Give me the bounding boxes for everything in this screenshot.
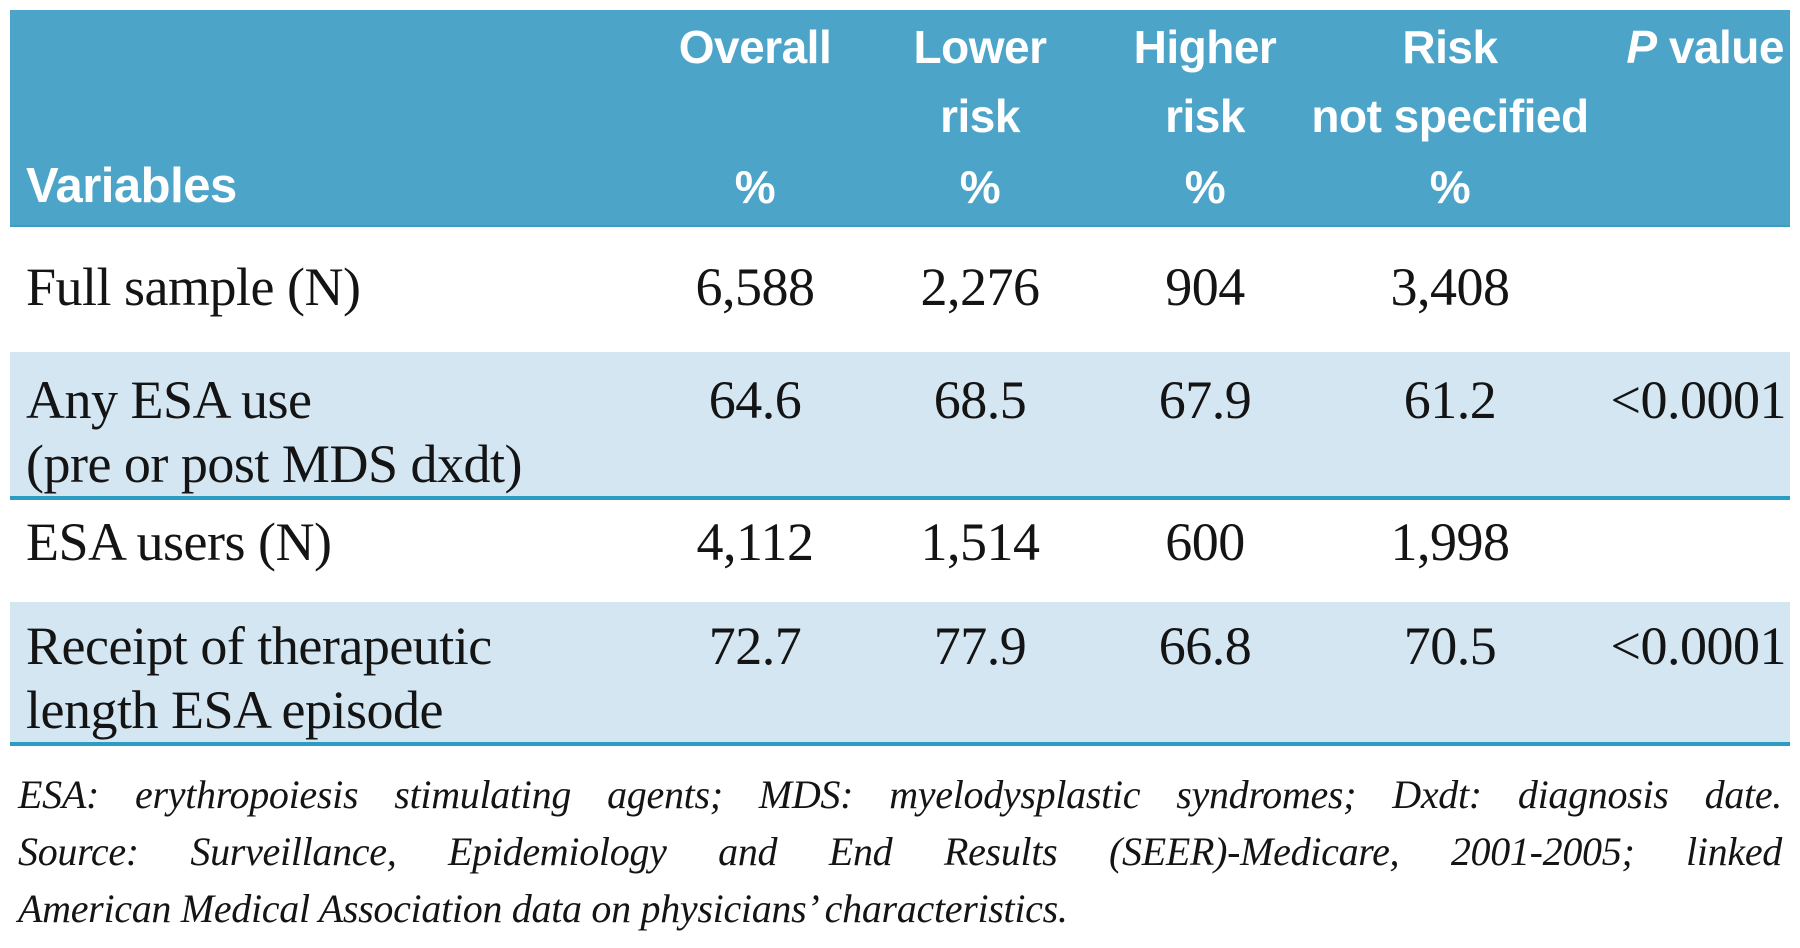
header-line-higher: Higher bbox=[1133, 21, 1277, 73]
label-line: Full sample (N) bbox=[26, 257, 361, 317]
cell-risk-not-specified: 1,998 bbox=[1390, 512, 1511, 572]
header-line-lower: Lower bbox=[913, 21, 1047, 73]
label-line: Receipt of therapeutic bbox=[26, 616, 492, 676]
cell-p-value: <0.0001 bbox=[1610, 370, 1787, 430]
cell-risk-not-specified: 61.2 bbox=[1403, 370, 1497, 430]
label-line: length ESA episode bbox=[26, 680, 443, 740]
column-header-lower-risk: Lower risk % bbox=[860, 10, 1100, 225]
cell-overall: 4,112 bbox=[696, 512, 815, 572]
header-line-overall: Overall bbox=[678, 21, 832, 73]
table-row-esa-users: ESA users (N) 4,112 1,514 600 1,998 bbox=[10, 500, 1790, 602]
label-line: (pre or post MDS dxdt) bbox=[26, 434, 522, 494]
header-line-higher-risk: risk bbox=[1165, 90, 1245, 142]
table-bottom-border bbox=[10, 742, 1790, 746]
label-line: Any ESA use bbox=[26, 370, 312, 430]
table-header: Variables Overall % Lower risk % Higher … bbox=[10, 10, 1790, 227]
header-unit-lower: % bbox=[959, 160, 1001, 213]
header-line-risk: Risk bbox=[1402, 21, 1498, 73]
footnote-line-abbreviations: ESA: erythropoiesis stimulating agents; … bbox=[18, 772, 1782, 817]
cell-risk-not-specified: 3,408 bbox=[1390, 257, 1511, 317]
variables-header-label: Variables bbox=[26, 159, 237, 213]
p-value-header-label: P value bbox=[1626, 24, 1784, 70]
footnote-line-source-continued: American Medical Association data on phy… bbox=[18, 886, 1068, 931]
cell-higher-risk: 600 bbox=[1165, 512, 1245, 572]
column-header-overall: Overall % bbox=[650, 10, 860, 225]
table-row-therapeutic-episode: Receipt of therapeutic length ESA episod… bbox=[10, 602, 1790, 742]
label-line: ESA users (N) bbox=[26, 512, 332, 572]
column-header-higher-risk: Higher risk % bbox=[1100, 10, 1310, 225]
cell-variable-label: Any ESA use (pre or post MDS dxdt) bbox=[10, 368, 650, 496]
footnote-line-source: Source: Surveillance, Epidemiology and E… bbox=[18, 829, 1782, 874]
column-header-p-value: P value bbox=[1590, 10, 1790, 225]
cell-higher-risk: 66.8 bbox=[1158, 616, 1252, 676]
cell-p-value: <0.0001 bbox=[1610, 616, 1787, 676]
header-line-not-specified: not specified bbox=[1311, 90, 1589, 142]
table-row-any-esa-use: Any ESA use (pre or post MDS dxdt) 64.6 … bbox=[10, 352, 1790, 496]
cell-overall: 72.7 bbox=[708, 616, 802, 676]
row-divider bbox=[10, 496, 1790, 500]
cell-higher-risk: 67.9 bbox=[1158, 370, 1252, 430]
header-unit-risk-not-specified: % bbox=[1429, 160, 1471, 213]
cell-risk-not-specified: 70.5 bbox=[1403, 616, 1497, 676]
cell-variable-label: ESA users (N) bbox=[10, 510, 650, 574]
cell-higher-risk: 904 bbox=[1165, 257, 1245, 317]
table-row-full-sample: Full sample (N) 6,588 2,276 904 3,408 bbox=[10, 227, 1790, 352]
cell-lower-risk: 77.9 bbox=[933, 616, 1027, 676]
cell-lower-risk: 2,276 bbox=[920, 257, 1041, 317]
header-line-lower-risk: risk bbox=[940, 90, 1020, 142]
cell-overall: 6,588 bbox=[695, 257, 816, 317]
p-value-header-italic-p: P bbox=[1626, 21, 1657, 73]
cell-lower-risk: 1,514 bbox=[920, 512, 1041, 572]
header-unit-overall: % bbox=[734, 160, 776, 213]
cell-lower-risk: 68.5 bbox=[933, 370, 1027, 430]
header-unit-higher: % bbox=[1184, 160, 1226, 213]
footnote: ESA: erythropoiesis stimulating agents; … bbox=[10, 766, 1790, 937]
p-value-header-rest: value bbox=[1668, 21, 1785, 73]
data-table: Variables Overall % Lower risk % Higher … bbox=[10, 10, 1790, 746]
cell-overall: 64.6 bbox=[708, 370, 802, 430]
column-header-variables: Variables bbox=[10, 10, 650, 225]
cell-variable-label: Receipt of therapeutic length ESA episod… bbox=[10, 614, 650, 742]
column-header-risk-not-specified: Risk not specified % bbox=[1310, 10, 1590, 225]
cell-variable-label: Full sample (N) bbox=[10, 255, 650, 319]
